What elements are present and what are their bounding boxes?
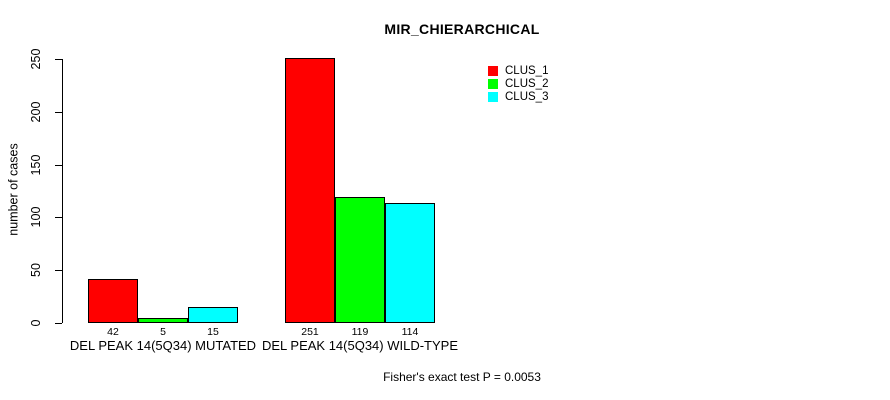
legend-row: CLUS_3 [488,90,548,103]
bar-value-label: 5 [160,326,166,338]
chart-title: MIR_CHIERARCHICAL [384,21,540,37]
x-group-label: DEL PEAK 14(5Q34) WILD-TYPE [261,338,459,353]
legend-swatch [488,65,498,76]
y-tick [55,165,62,166]
bar [138,318,188,323]
legend-label: CLUS_3 [505,90,549,103]
bar [285,58,335,323]
y-tick-label: 50 [29,263,43,277]
bar-value-label: 42 [107,326,119,338]
legend-row: CLUS_1 [488,64,548,77]
bar-value-label: 119 [351,326,369,338]
y-tick-label: 200 [29,101,43,123]
y-tick [55,270,62,271]
bar-value-label: 114 [401,326,419,338]
annotation-text: Fisher's exact test P = 0.0053 [383,370,541,384]
y-tick [55,217,62,218]
y-tick-label: 250 [29,48,43,70]
y-tick-label: 100 [29,206,43,228]
bar [88,279,138,323]
y-tick-label: 0 [29,319,43,327]
y-tick-label: 150 [29,154,43,176]
legend-swatch [488,91,498,102]
legend-swatch [488,78,498,89]
y-axis-line [62,59,63,323]
x-group-label: DEL PEAK 14(5Q34) MUTATED [69,338,257,353]
y-axis-title: number of cases [6,143,21,236]
legend-label: CLUS_1 [505,64,549,77]
bar-value-label: 15 [207,326,219,338]
bar [335,197,385,323]
y-tick [55,112,62,113]
y-tick [55,59,62,60]
bar-value-label: 251 [301,326,319,338]
legend-label: CLUS_2 [505,77,549,90]
bar [385,203,435,323]
y-tick [55,323,62,324]
bar [188,307,238,323]
legend-row: CLUS_2 [488,77,548,90]
legend: CLUS_1 CLUS_2 CLUS_3 [488,64,548,103]
